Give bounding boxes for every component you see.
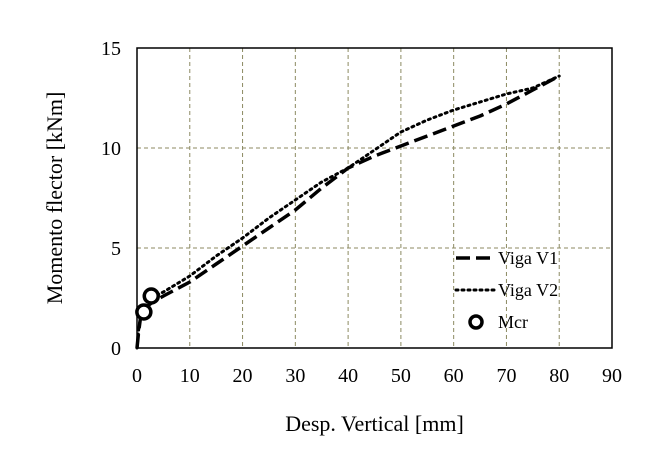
legend-swatch-mcr [468,314,484,330]
x-axis-ticks: 0 10 20 30 40 50 60 70 80 90 [132,365,622,387]
mcr-point [142,287,160,305]
x-tick-label: 0 [132,365,142,387]
legend-label-viga-v2: Viga V2 [498,280,558,300]
x-axis-title: Desp. Vertical [mm] [285,411,464,436]
y-tick-label: 15 [101,38,121,60]
y-tick-label: 0 [111,338,121,360]
x-tick-label: 90 [602,365,622,387]
x-tick-label: 20 [233,365,253,387]
x-tick-label: 50 [391,365,411,387]
x-tick-label: 40 [338,365,358,387]
plot-area-frame [136,47,613,349]
x-tick-label: 10 [180,365,200,387]
x-tick-label: 80 [549,365,569,387]
y-tick-label: 10 [101,138,121,160]
legend: Viga V1 Viga V2 Mcr [454,248,558,332]
x-tick-label: 60 [444,365,464,387]
y-tick-label: 5 [111,238,121,260]
grid-lines [137,48,612,348]
series-line-viga-v1 [135,74,561,349]
y-axis-title: Momento flector [kNm] [42,92,67,305]
y-axis-ticks: 0 5 10 15 [101,38,121,360]
mcr-point [135,303,153,321]
legend-label-viga-v1: Viga V1 [498,248,558,268]
legend-label-mcr: Mcr [498,312,528,332]
x-tick-label: 70 [496,365,516,387]
x-tick-label: 30 [285,365,305,387]
series-layer [135,74,561,350]
series-line-viga-v2 [135,74,561,350]
